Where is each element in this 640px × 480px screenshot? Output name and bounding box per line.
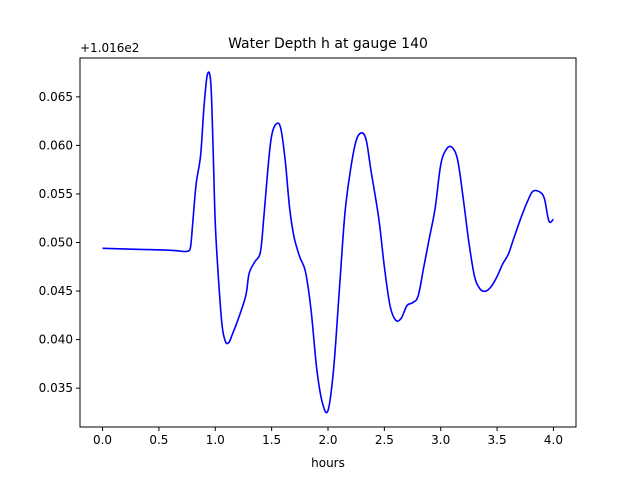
- x-tick-label: 2.5: [375, 433, 394, 447]
- x-tick-label: 4.0: [544, 433, 563, 447]
- y-offset-label: +1.016e2: [80, 41, 139, 55]
- x-axis: 0.0 0.5 1.0 1.5 2.0 2.5 3.0 3.5 4.0: [93, 427, 563, 447]
- x-axis-label: hours: [311, 456, 345, 470]
- y-tick-label: 0.055: [39, 187, 73, 201]
- chart-title: Water Depth h at gauge 140: [228, 36, 428, 52]
- y-tick-label: 0.040: [39, 333, 73, 347]
- plot-background: [80, 58, 576, 427]
- y-tick-label: 0.065: [39, 90, 73, 104]
- x-tick-label: 0.5: [149, 433, 168, 447]
- x-tick-label: 1.0: [206, 433, 225, 447]
- plot-area: [79, 57, 577, 428]
- y-tick-label: 0.035: [39, 381, 73, 395]
- x-tick-label: 1.5: [262, 433, 281, 447]
- x-tick-label: 3.5: [488, 433, 507, 447]
- x-tick-label: 0.0: [93, 433, 112, 447]
- y-tick-label: 0.045: [39, 284, 73, 298]
- x-tick-label: 3.0: [431, 433, 450, 447]
- x-tick-label: 2.0: [318, 433, 337, 447]
- series-group: [102, 71, 554, 414]
- y-axis: 0.035 0.040 0.045 0.050 0.055 0.060 0.065: [39, 90, 80, 395]
- series-line-0: [102, 71, 554, 414]
- y-tick-label: 0.060: [39, 138, 73, 152]
- y-tick-label: 0.050: [39, 236, 73, 250]
